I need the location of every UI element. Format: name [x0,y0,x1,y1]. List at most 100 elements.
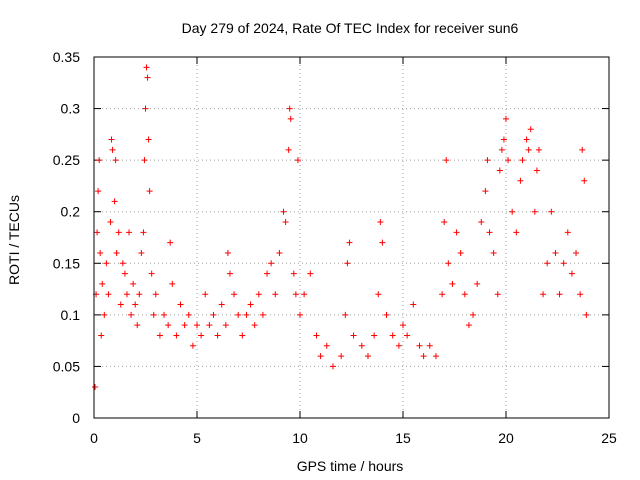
data-point [255,291,262,298]
data-point [148,270,155,277]
data-point [513,229,520,236]
y-axis-label: ROTI / TECUs [6,195,22,285]
data-point [346,239,353,246]
data-point [95,188,102,195]
data-point [519,157,526,164]
data-point [189,342,196,349]
data-point [243,311,250,318]
data-point [410,301,417,308]
data-point [108,136,115,143]
data-point [280,208,287,215]
x-tick-label: 0 [90,430,98,446]
data-point [126,229,133,236]
chart-title: Day 279 of 2024, Rate Of TEC Index for r… [182,20,519,36]
data-point [132,301,139,308]
data-point [581,177,588,184]
data-point [400,322,406,329]
data-point [235,311,242,318]
data-point [268,260,275,267]
data-point [259,311,266,318]
data-point [364,353,371,360]
y-tick-label: 0.35 [53,49,80,65]
data-point [113,249,120,256]
data-point [371,332,378,339]
data-point [496,167,503,174]
data-point [185,311,192,318]
data-point [286,105,293,112]
data-point [294,157,301,164]
data-point [282,219,289,226]
data-point [484,157,491,164]
data-point [143,64,150,71]
x-tick-label: 15 [395,430,411,446]
data-point [552,249,559,256]
data-point [579,146,586,153]
y-tick-label: 0.05 [53,358,80,374]
data-point [264,270,271,277]
data-point [470,311,477,318]
data-point [441,219,448,226]
data-point [307,270,314,277]
data-point [498,146,505,153]
data-point [276,249,283,256]
data-point [375,291,382,298]
data-point [177,301,184,308]
data-point [523,136,530,143]
data-point [503,115,509,122]
data-point [494,291,501,298]
data-point [465,322,472,329]
data-point [145,136,152,143]
data-point [128,311,135,318]
data-point [358,342,365,349]
data-point [247,301,254,308]
data-point [214,332,221,339]
data-point [445,260,452,267]
data-point [453,229,460,236]
y-tick-label: 0.25 [53,152,80,168]
data-point [218,301,225,308]
data-point [338,353,345,360]
data-point [461,291,468,298]
data-point [509,208,516,215]
axis-ticks: 0 5 10 15 20 25 0 0.05 0.1 0.15 0.2 0.25 0.3 0.35 [53,49,617,446]
data-point [416,342,423,349]
data-point [99,280,106,287]
data-point [329,363,336,370]
data-point [111,198,118,205]
data-point [457,249,464,256]
data-point [377,219,384,226]
data-point [285,146,292,153]
data-point [140,229,147,236]
data-point [138,249,145,256]
data-point [531,208,538,215]
data-point [548,208,555,215]
data-point [517,177,524,184]
data-point [292,291,299,298]
data-point [156,332,163,339]
data-points [92,64,590,391]
data-point [136,291,143,298]
data-point [165,322,172,329]
data-point [379,239,386,246]
data-point [556,291,563,298]
grid-lines [94,57,609,418]
data-point [167,239,174,246]
data-point [239,332,246,339]
y-tick-label: 0.3 [61,101,81,117]
data-point [564,229,571,236]
data-point [573,249,580,256]
data-point [142,105,149,112]
data-point [432,353,439,360]
data-point [194,322,200,329]
data-point [181,322,188,329]
data-point [583,311,590,318]
data-point [121,270,128,277]
data-point [404,332,411,339]
data-point [119,260,126,267]
data-point [443,157,450,164]
data-point [527,126,534,133]
data-point [439,291,446,298]
data-point [103,260,110,267]
data-point [540,291,547,298]
data-point [224,249,231,256]
